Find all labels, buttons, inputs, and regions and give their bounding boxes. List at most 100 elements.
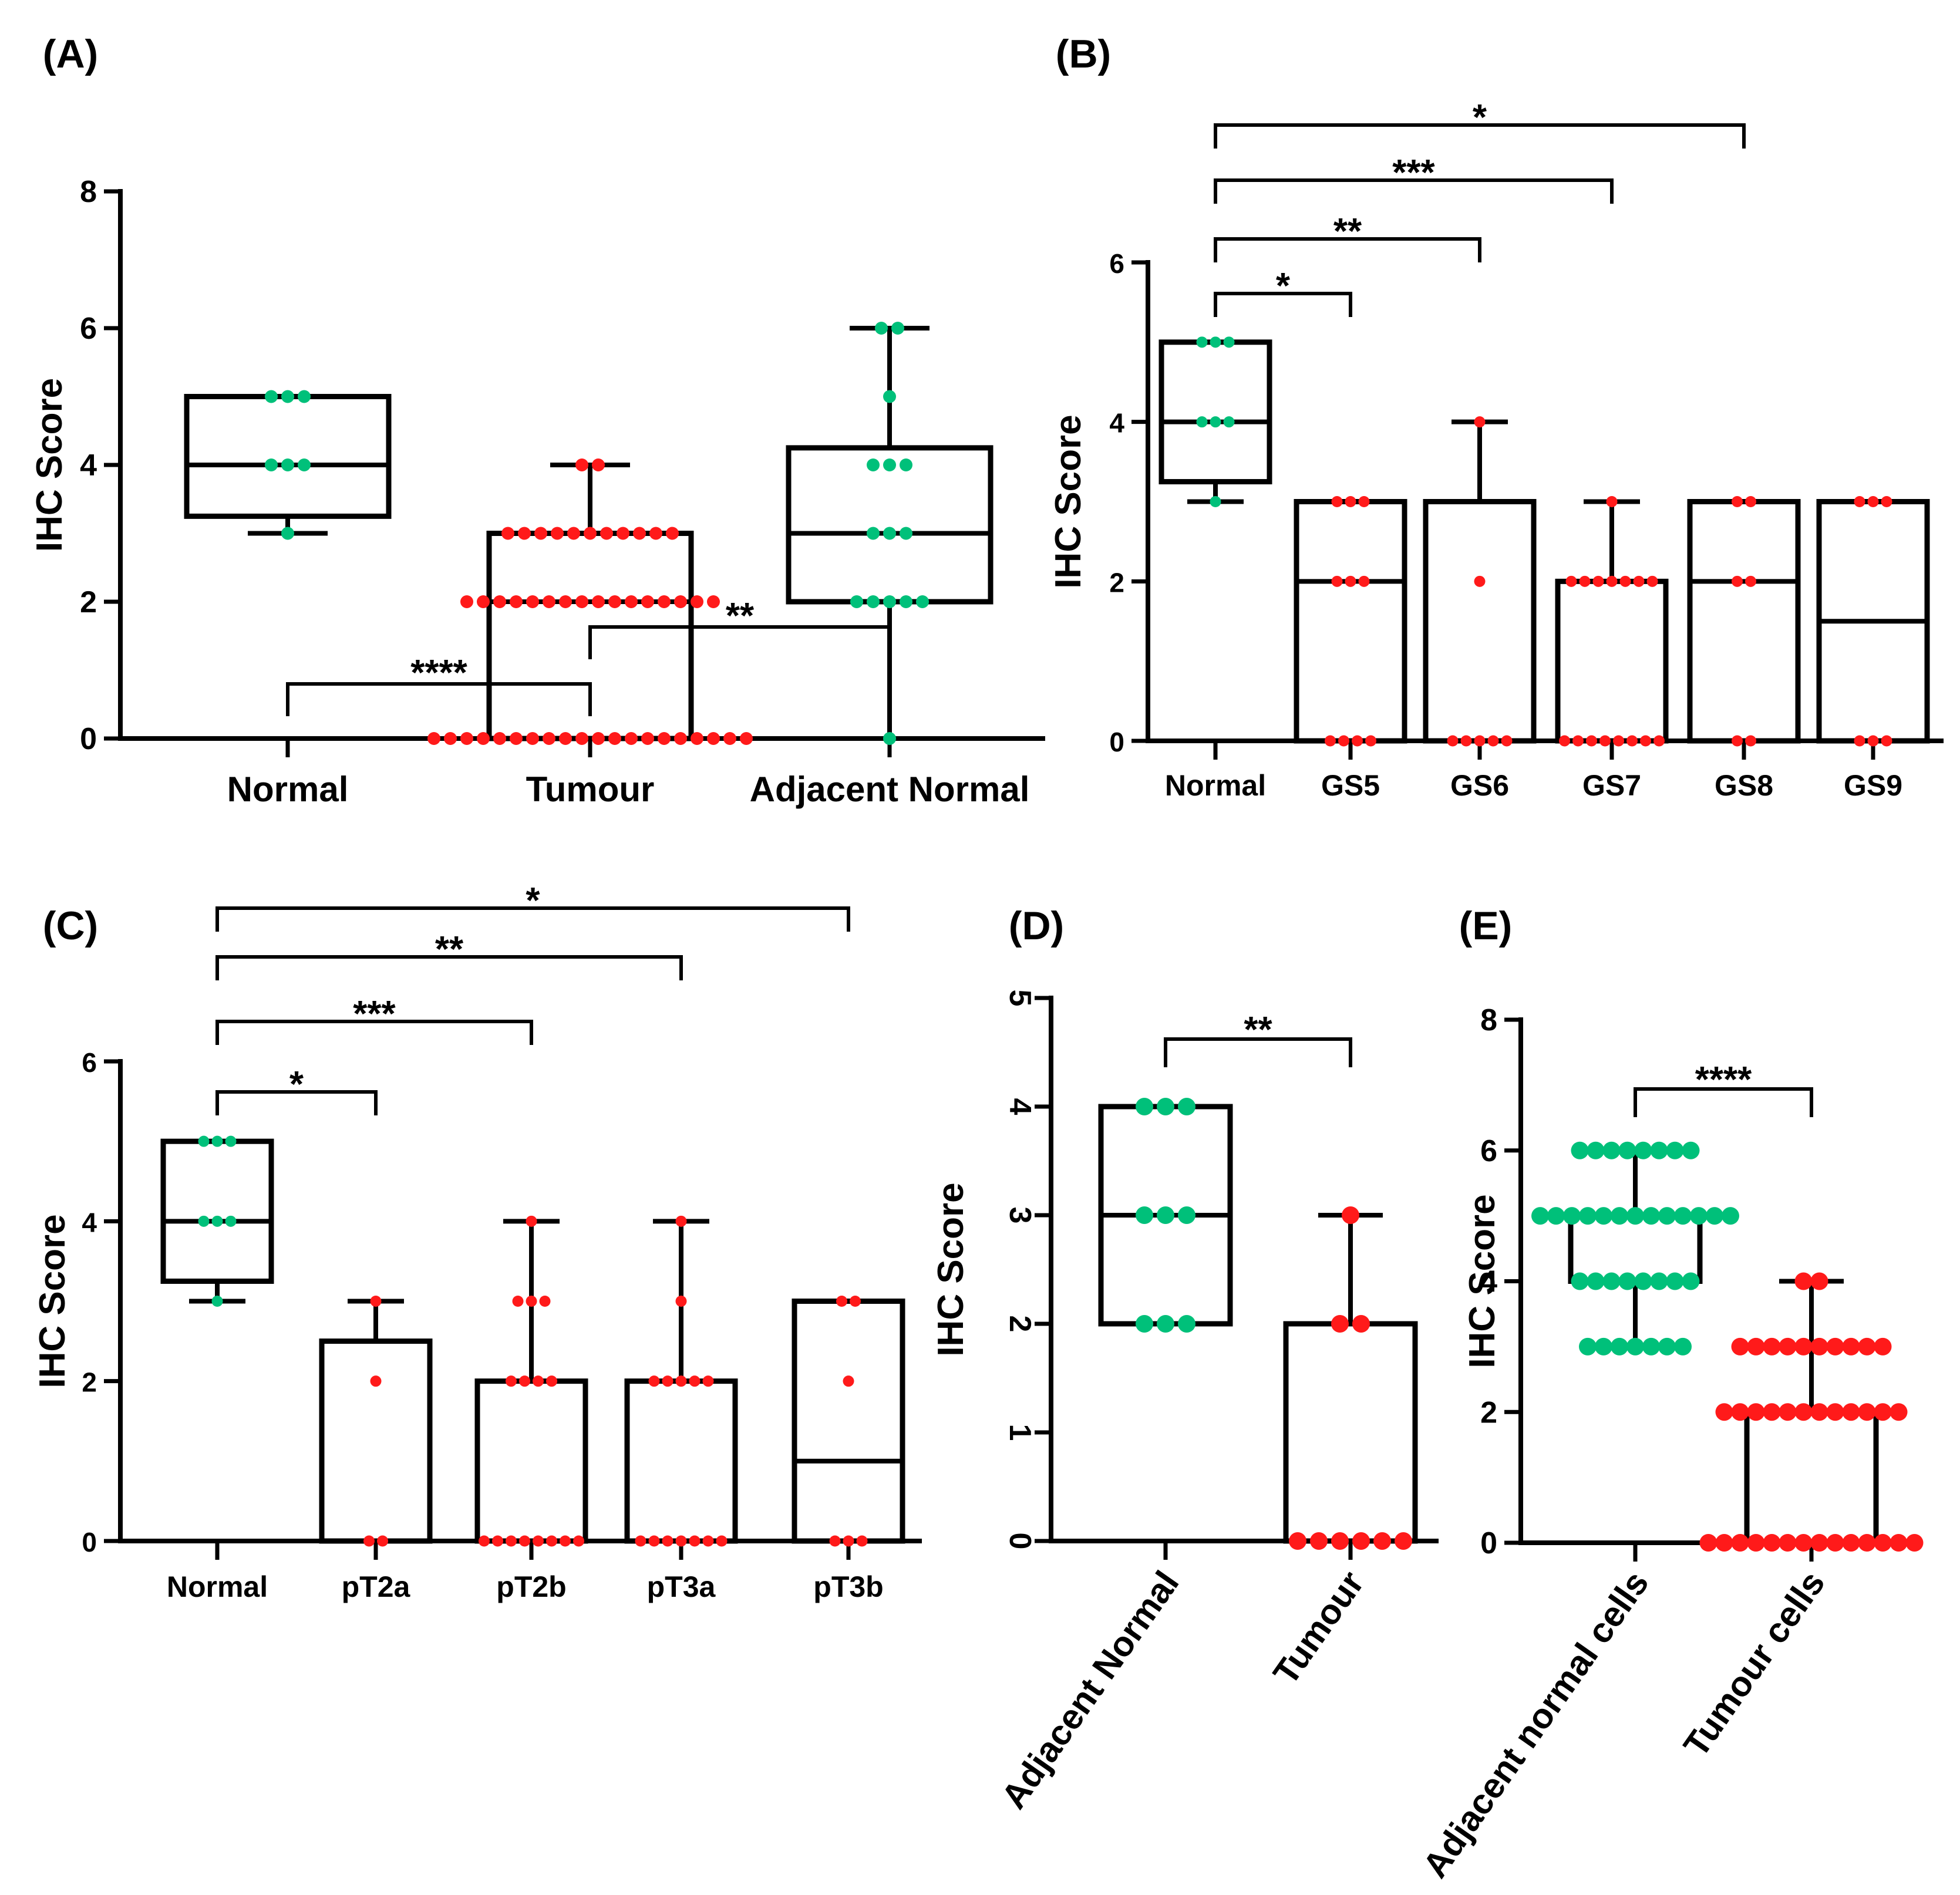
data-point [1633,575,1645,587]
data-point [836,1296,847,1307]
y-tick-label: 2 [82,1367,97,1398]
data-point [1611,1337,1628,1356]
box-gs7 [1555,496,1669,747]
y-tick-label: 2 [1003,1316,1037,1333]
significance-bracket [286,682,592,716]
data-point [1874,1337,1892,1356]
panel-letter: (C) [43,903,98,948]
data-point [1867,735,1879,747]
y-tick-label: 0 [1480,1526,1497,1560]
data-point [1579,1337,1597,1356]
data-point [198,1135,210,1147]
box-iqr [1687,499,1801,744]
category-label-pt2a: pT2a [342,1570,411,1603]
data-point [265,390,278,403]
data-point [1763,1534,1781,1552]
data-point [1196,336,1208,348]
category-label-adjacent-normal-cells: Adjacent normal cells [1415,1564,1656,1884]
box-gs8 [1687,496,1801,747]
y-tick-label: 0 [1109,727,1124,757]
data-point [1310,1532,1328,1550]
data-point [666,527,679,540]
data-point [1731,1534,1749,1552]
data-point [526,1296,537,1307]
data-point [567,527,580,540]
box-iqr [319,1338,433,1544]
data-point [211,1215,223,1227]
significance-label: * [289,1064,304,1105]
data-point [510,595,523,608]
data-point [1842,1337,1860,1356]
category-label-gs8: GS8 [1715,769,1773,802]
y-tick-label: 2 [1480,1395,1497,1429]
data-point [641,732,654,745]
data-point [592,595,605,608]
data-point [1779,1403,1797,1421]
y-tick-label: 4 [1109,408,1124,439]
data-point [1331,1532,1349,1550]
y-tick-label: 0 [82,1527,97,1557]
data-point [534,527,547,540]
box-iqr [474,1378,588,1544]
y-axis-title: IHC Score [1048,414,1089,588]
data-point [1342,1206,1359,1224]
data-point [575,732,588,745]
data-point [518,527,531,540]
category-label-gs9: GS9 [1844,769,1902,802]
data-point [689,1535,701,1547]
category-label-gs5: GS5 [1321,769,1380,802]
data-point [1858,1403,1876,1421]
data-point [1674,1337,1692,1356]
data-point [477,595,490,608]
data-point [716,1535,728,1547]
data-point [533,1535,544,1547]
data-point [298,390,311,403]
data-point [370,1296,382,1307]
box-iqr [1555,578,1669,744]
data-point [1634,1141,1652,1159]
data-point [883,390,896,403]
data-point [377,1535,388,1547]
data-point [559,732,572,745]
data-point [1345,575,1356,587]
data-point [1358,575,1370,587]
data-point [1606,575,1618,587]
data-point [1731,1337,1749,1356]
box-pt2b [474,1215,588,1547]
data-point [707,595,720,608]
data-point [1474,416,1486,428]
data-point [198,1215,210,1227]
y-tick-label: 2 [80,585,97,619]
significance-label: ** [1244,1010,1272,1050]
y-tick-label: 1 [1003,1424,1037,1441]
category-label-normal: Normal [1165,769,1266,802]
data-point [1794,1403,1813,1421]
data-point [1874,1534,1892,1552]
data-point [460,595,473,608]
data-point [675,1215,687,1227]
data-point [691,595,703,608]
data-point [1674,1207,1692,1225]
data-point [1810,1534,1828,1552]
data-point [1794,1337,1813,1356]
data-point [1826,1403,1844,1421]
significance-bracket [1164,1037,1352,1067]
data-point [526,732,539,745]
data-point [1618,1141,1636,1159]
data-point [584,527,597,540]
data-point [1732,735,1743,747]
data-point [370,1375,382,1387]
data-point [1595,1207,1612,1225]
panel-letter: (D) [1009,903,1064,948]
data-point [1595,1337,1612,1356]
significance-bracket [215,1090,378,1115]
data-point [559,595,572,608]
data-point [1613,735,1624,747]
box-iqr [792,1299,905,1544]
category-label-normal: Normal [227,770,349,809]
data-point [1447,735,1459,747]
data-point [1606,496,1618,507]
data-point [281,390,294,403]
data-point [1905,1534,1924,1552]
data-point [1626,1207,1644,1225]
